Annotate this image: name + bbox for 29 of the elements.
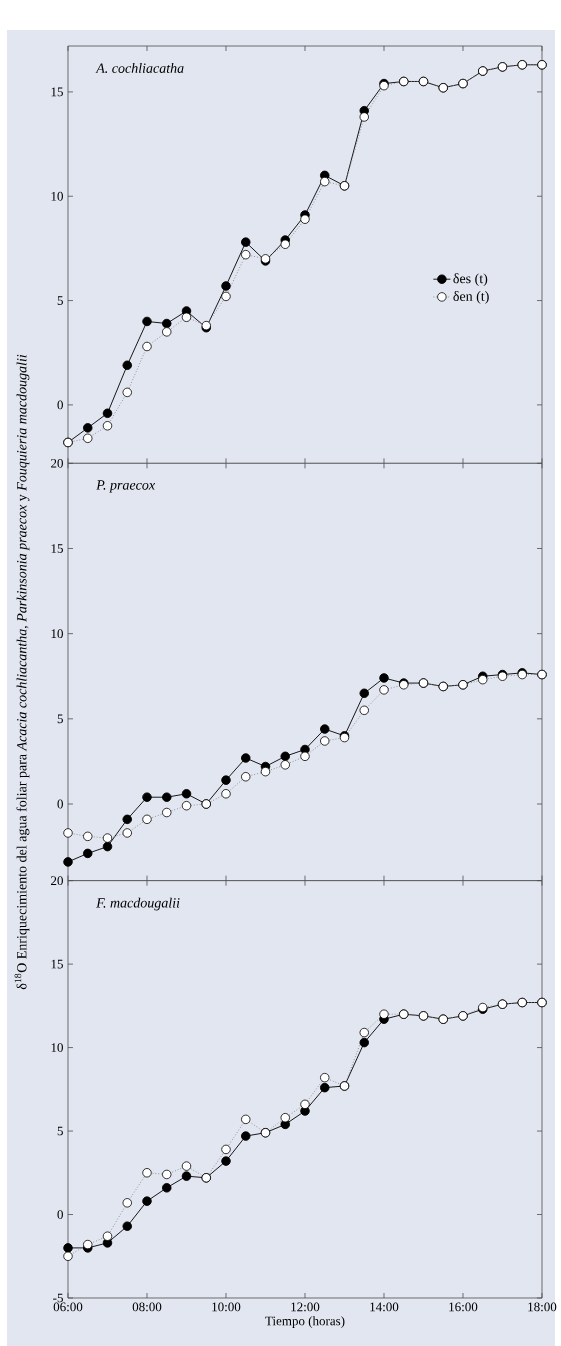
y-tick-label: 10 — [51, 629, 63, 639]
y-tick-label: 20 — [50, 876, 63, 886]
x-tick-label: 08:00 — [132, 1302, 162, 1312]
y-tick-label: 15 — [51, 87, 63, 97]
y-axis-title: δ$^{18}$O Enriquecimiento del agua foliar para Acacia cochliacantha, Parkinsonia praecox y Fouquieria macdougalii — [14, 354, 30, 990]
y-tick-label: 10 — [51, 191, 63, 201]
y-tick-label: 5 — [57, 1126, 63, 1136]
y-tick-label: -5 — [53, 1293, 63, 1303]
x-tick-label: 12:00 — [291, 1302, 320, 1312]
text: A. cochliacatha — [95, 63, 184, 73]
x-tick-label: 14:00 — [370, 1302, 399, 1312]
y-tick-label: 10 — [51, 1043, 63, 1052]
y-tick-label: 0 — [57, 1210, 63, 1219]
y-tick-label: 5 — [57, 296, 63, 305]
x-tick-label: 18:00 — [528, 1302, 557, 1312]
x-tick-label: 10:00 — [212, 1302, 241, 1312]
y-tick-label: 15 — [51, 544, 63, 553]
y-tick-label: 0 — [57, 400, 63, 410]
y-tick-label: 5 — [57, 714, 63, 724]
x-axis-title: Tiempo (horas) — [265, 1316, 345, 1328]
legend-label: δes (t) — [453, 273, 488, 287]
x-tick-label: 06:00 — [53, 1302, 83, 1312]
text: P. praecox — [96, 480, 155, 493]
legend-label: δen (t) — [453, 291, 489, 304]
text: F. macdougalii — [96, 897, 180, 911]
y-tick-label: 20 — [50, 458, 63, 468]
y-tick-label: 15 — [51, 959, 63, 969]
y-tick-label: 0 — [57, 799, 63, 809]
x-tick-label: 16:00 — [449, 1302, 478, 1312]
